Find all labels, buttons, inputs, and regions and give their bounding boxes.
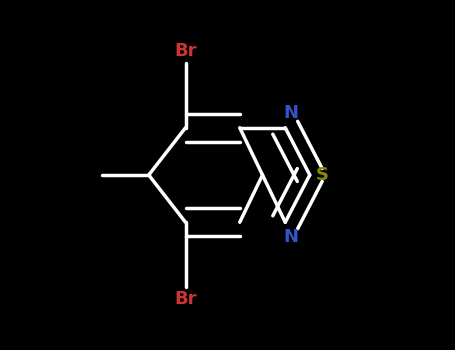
Text: S: S — [316, 166, 329, 184]
Text: Br: Br — [174, 290, 197, 308]
Text: Br: Br — [174, 42, 197, 60]
Text: N: N — [283, 228, 298, 245]
Text: N: N — [283, 105, 298, 122]
